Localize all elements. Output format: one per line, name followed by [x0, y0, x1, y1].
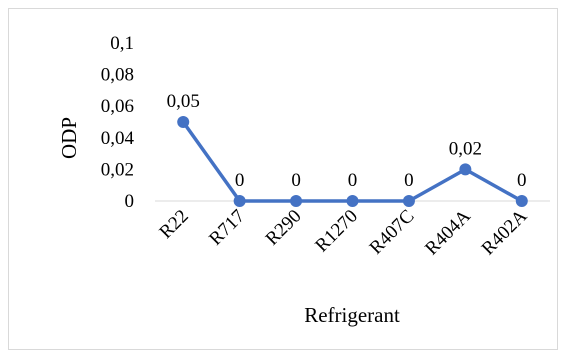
y-tick-label: 0,04: [101, 128, 135, 149]
data-labels: 0,05 0 0 0 0 0,02 0: [167, 91, 527, 191]
x-axis-title: Refrigerant: [304, 303, 400, 327]
data-point: [177, 116, 190, 128]
y-axis-title: ODP: [57, 117, 81, 159]
x-axis-ticks: R22 R717 R290 R1270 R407C R404A R402A: [155, 205, 531, 259]
data-point: [290, 195, 303, 207]
data-point: [346, 195, 359, 207]
x-tick-label: R1270: [311, 206, 362, 257]
data-label: 0: [235, 170, 245, 191]
x-tick-label: R407C: [366, 206, 419, 259]
data-label: 0,02: [449, 138, 482, 159]
x-tick-label: R402A: [478, 205, 532, 259]
y-tick-label: 0,1: [110, 33, 134, 54]
y-tick-label: 0,02: [101, 159, 134, 180]
y-tick-label: 0: [125, 191, 135, 212]
data-point: [233, 195, 246, 207]
y-tick-label: 0,08: [101, 65, 134, 86]
data-point: [459, 163, 472, 176]
x-tick-label: R22: [155, 206, 192, 243]
data-point: [515, 195, 528, 207]
data-label: 0: [517, 170, 527, 191]
x-tick-label: R717: [205, 206, 249, 250]
data-label: 0: [291, 170, 301, 191]
x-tick-label: R290: [262, 206, 306, 250]
data-label: 0: [348, 170, 358, 191]
data-label: 0: [404, 170, 414, 191]
data-label: 0,05: [167, 91, 200, 112]
y-axis-ticks: 0 0,02 0,04 0,06 0,08 0,1: [101, 33, 135, 212]
x-tick-label: R404A: [421, 205, 475, 259]
series-group: [177, 116, 528, 207]
y-tick-label: 0,06: [101, 96, 134, 117]
chart-frame: [8, 8, 558, 350]
data-point: [402, 195, 415, 207]
